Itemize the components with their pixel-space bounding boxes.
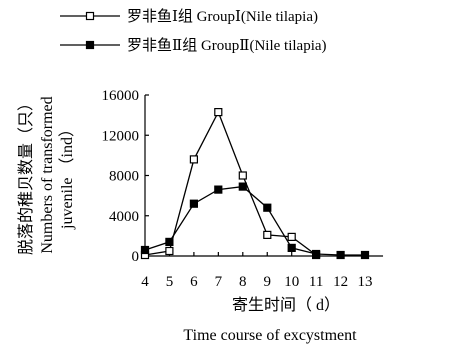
x-tick-label: 9: [264, 274, 272, 290]
plot-area: [140, 107, 370, 260]
x-tick-label: 12: [333, 274, 348, 290]
x-tick-label: 10: [284, 274, 299, 290]
data-point-group-2: [214, 185, 223, 194]
y-axis-title-en-line-2: juvenile （ind）: [58, 121, 76, 230]
data-point-group-2: [238, 182, 247, 191]
data-point-group-1: [238, 171, 247, 180]
legend-item-group-1: 罗非鱼Ⅰ组 GroupⅠ(Nile tilapia): [60, 7, 318, 25]
y-tick-label: 16000: [102, 88, 140, 104]
legend-label-group-1: 罗非鱼Ⅰ组 GroupⅠ(Nile tilapia): [127, 7, 318, 25]
x-tick-label: 4: [141, 274, 149, 290]
data-point-group-1: [287, 232, 296, 241]
x-tick-label: 7: [215, 274, 223, 290]
legend: 罗非鱼Ⅰ组 GroupⅠ(Nile tilapia) 罗非鱼Ⅱ组 GroupⅡ(…: [60, 7, 327, 54]
legend-label-group-2: 罗非鱼Ⅱ组 GroupⅡ(Nile tilapia): [127, 36, 327, 54]
x-axis-title-cn: 寄生时间（ d）: [232, 296, 340, 314]
x-tick-label: 8: [239, 274, 247, 290]
y-axis-title-en-line-1: Numbers of transformed: [39, 96, 56, 253]
data-point-group-2: [312, 249, 321, 259]
data-point-group-1: [165, 246, 174, 256]
y-tick-label: 12000: [102, 128, 140, 144]
legend-item-group-2: 罗非鱼Ⅱ组 GroupⅡ(Nile tilapia): [60, 36, 327, 54]
data-point-group-2: [263, 203, 272, 212]
data-point-group-2: [140, 245, 150, 255]
y-axis-title: 脱落的稚贝数量（只） Numbers of transformed juveni…: [17, 95, 76, 255]
legend-marker-group-1: [85, 11, 95, 21]
x-tick-label: 13: [358, 274, 373, 290]
series-group-2: [140, 182, 370, 260]
y-tick-label: 8000: [109, 169, 139, 185]
data-point-group-2: [189, 199, 198, 208]
data-point-group-2: [165, 237, 174, 246]
series-line-group-2: [144, 185, 365, 256]
x-axis-title-en: Time course of excystment: [183, 327, 357, 344]
data-point-group-1: [263, 230, 272, 239]
y-tick-label: 0: [132, 249, 140, 265]
data-point-group-2: [360, 250, 370, 260]
x-axis-title: 寄生时间（ d） Time course of excystment: [183, 296, 357, 344]
legend-marker-group-2: [85, 40, 95, 50]
x-tick-label: 5: [166, 274, 174, 290]
y-axis-ticks: 0 4000 8000 12000 16000: [102, 88, 149, 265]
series-group-1: [140, 107, 321, 260]
data-point-group-2: [336, 250, 345, 260]
data-point-group-1: [189, 155, 198, 164]
data-point-group-1: [214, 107, 223, 117]
y-axis-title-cn: 脱落的稚贝数量（只）: [17, 95, 35, 255]
x-tick-label: 6: [190, 274, 198, 290]
x-tick-label: 11: [309, 274, 323, 290]
y-tick-label: 4000: [109, 209, 139, 225]
data-point-group-2: [287, 243, 296, 252]
